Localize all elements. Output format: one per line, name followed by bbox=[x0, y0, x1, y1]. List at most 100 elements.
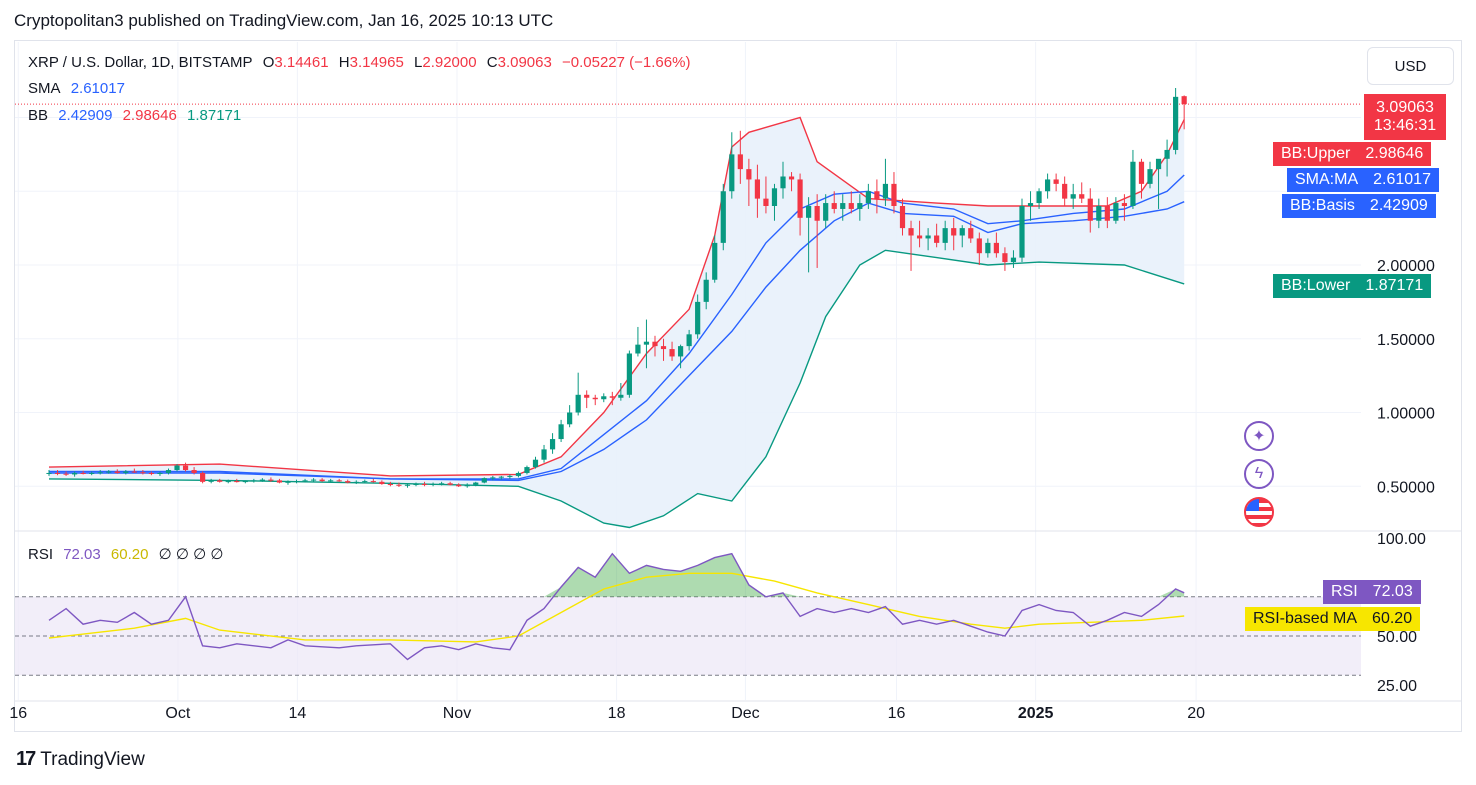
candle-body bbox=[763, 198, 769, 206]
candle-body bbox=[481, 478, 487, 483]
candle-body bbox=[208, 480, 214, 482]
candle-body bbox=[635, 344, 641, 354]
sma-tag: SMA:MA 2.61017 bbox=[1287, 168, 1439, 192]
candle-body bbox=[473, 482, 479, 485]
candle-body bbox=[882, 183, 889, 199]
candle-body bbox=[1079, 194, 1085, 199]
sma-value: 2.61017 bbox=[70, 80, 125, 97]
candle-body bbox=[976, 238, 982, 254]
candle-body bbox=[302, 480, 308, 482]
candle-body bbox=[191, 470, 197, 473]
bb-upper-value: 2.98646 bbox=[122, 107, 177, 124]
candle-body bbox=[1010, 257, 1017, 263]
change-value: −0.05227 (−1.66%) bbox=[562, 54, 691, 71]
tradingview-footer[interactable]: 17 TradingView bbox=[16, 748, 145, 771]
candle-body bbox=[652, 341, 658, 347]
candle-body bbox=[584, 394, 590, 398]
candle-body bbox=[97, 472, 103, 474]
candle-body bbox=[1104, 206, 1110, 221]
candle-body bbox=[695, 301, 701, 335]
candle-body bbox=[507, 475, 513, 477]
time-axis-label: 16 bbox=[888, 705, 906, 722]
publisher-header: Cryptopolitan3 published on TradingView.… bbox=[14, 11, 554, 30]
sma-label: SMA bbox=[28, 80, 61, 97]
candle-body bbox=[379, 481, 385, 485]
chart-frame bbox=[14, 40, 1462, 732]
candle-body bbox=[1181, 96, 1187, 105]
sma-legend[interactable]: SMA 2.61017 bbox=[28, 80, 131, 97]
candle-body bbox=[891, 183, 897, 206]
rsi-ma-tag-value: 60.20 bbox=[1372, 610, 1413, 627]
candle-body bbox=[1036, 191, 1042, 204]
price-axis-label: 1.50000 bbox=[1377, 332, 1435, 349]
sma-tag-label: SMA:MA bbox=[1295, 171, 1359, 188]
lightning-icon[interactable]: ϟ bbox=[1244, 459, 1274, 489]
candle-body bbox=[831, 203, 837, 209]
candle-body bbox=[541, 449, 547, 460]
candle-body bbox=[1053, 179, 1059, 184]
bb-basis-value: 2.42909 bbox=[58, 107, 113, 124]
candle-body bbox=[498, 476, 504, 478]
candle-body bbox=[942, 228, 948, 243]
candle-body bbox=[524, 467, 530, 473]
candle-body bbox=[703, 279, 709, 302]
candle-body bbox=[404, 484, 411, 486]
candle-body bbox=[643, 341, 650, 345]
candle-body bbox=[89, 472, 95, 474]
candle-body bbox=[413, 484, 419, 486]
rsi-ma-line bbox=[48, 572, 1185, 643]
rsi-empty-values: ∅ ∅ ∅ ∅ bbox=[158, 546, 224, 563]
series-line-bb-basis bbox=[49, 201, 1185, 482]
candle-body bbox=[515, 472, 522, 476]
candle-body bbox=[532, 459, 539, 468]
candle-body bbox=[148, 472, 155, 474]
bb-upper-tag: BB:Upper 2.98646 bbox=[1273, 142, 1432, 166]
candle-body bbox=[293, 481, 300, 483]
bb-basis-tag-value: 2.42909 bbox=[1369, 197, 1428, 214]
candle-body bbox=[575, 394, 581, 413]
candle-body bbox=[1173, 96, 1179, 150]
price-axis-label: 0.50000 bbox=[1377, 479, 1435, 496]
candle-body bbox=[396, 484, 402, 486]
time-axis-label: 16 bbox=[9, 705, 27, 722]
candle-body bbox=[686, 334, 692, 347]
candle-body bbox=[242, 481, 248, 483]
candle-body bbox=[592, 397, 598, 400]
candle-body bbox=[225, 481, 231, 483]
candle-body bbox=[908, 228, 914, 236]
candle-body bbox=[345, 481, 351, 483]
candle-body bbox=[46, 472, 52, 474]
last-price-value: 3.09063 bbox=[1376, 99, 1434, 116]
time-axis-label: Oct bbox=[165, 705, 190, 722]
bb-basis-tag: BB:Basis 2.42909 bbox=[1282, 194, 1436, 218]
bb-legend[interactable]: BB 2.42909 2.98646 1.87171 bbox=[28, 107, 247, 124]
candle-body bbox=[848, 203, 854, 209]
candle-body bbox=[285, 481, 291, 483]
currency-button[interactable]: USD bbox=[1367, 47, 1454, 85]
candle-body bbox=[1044, 179, 1051, 192]
rsi-legend[interactable]: RSI 72.03 60.20 ∅ ∅ ∅ ∅ bbox=[28, 545, 229, 563]
candle-body bbox=[840, 203, 846, 209]
candle-body bbox=[80, 472, 86, 474]
candle-body bbox=[959, 228, 965, 236]
time-axis-label: 18 bbox=[608, 705, 626, 722]
candle-body bbox=[567, 412, 573, 425]
candle-body bbox=[993, 242, 999, 254]
candle-body bbox=[131, 471, 137, 473]
candle-body bbox=[464, 484, 470, 487]
candle-body bbox=[490, 477, 496, 479]
candle-body bbox=[387, 484, 393, 486]
bb-lower-value: 1.87171 bbox=[187, 107, 242, 124]
us-flag-icon[interactable] bbox=[1244, 497, 1274, 527]
rsi-value: 72.03 bbox=[63, 546, 101, 563]
price-axis-label: 1.00000 bbox=[1377, 406, 1435, 423]
candle-body bbox=[660, 346, 667, 350]
candle-body bbox=[447, 483, 453, 485]
candle-body bbox=[1062, 183, 1068, 199]
sparkle-icon[interactable]: ✦ bbox=[1244, 421, 1274, 451]
ohlc-low: L2.92000 bbox=[414, 54, 477, 71]
candle-body bbox=[234, 481, 240, 483]
time-axis-label: 14 bbox=[288, 705, 306, 722]
rsi-axis-label: 50.00 bbox=[1377, 629, 1417, 646]
